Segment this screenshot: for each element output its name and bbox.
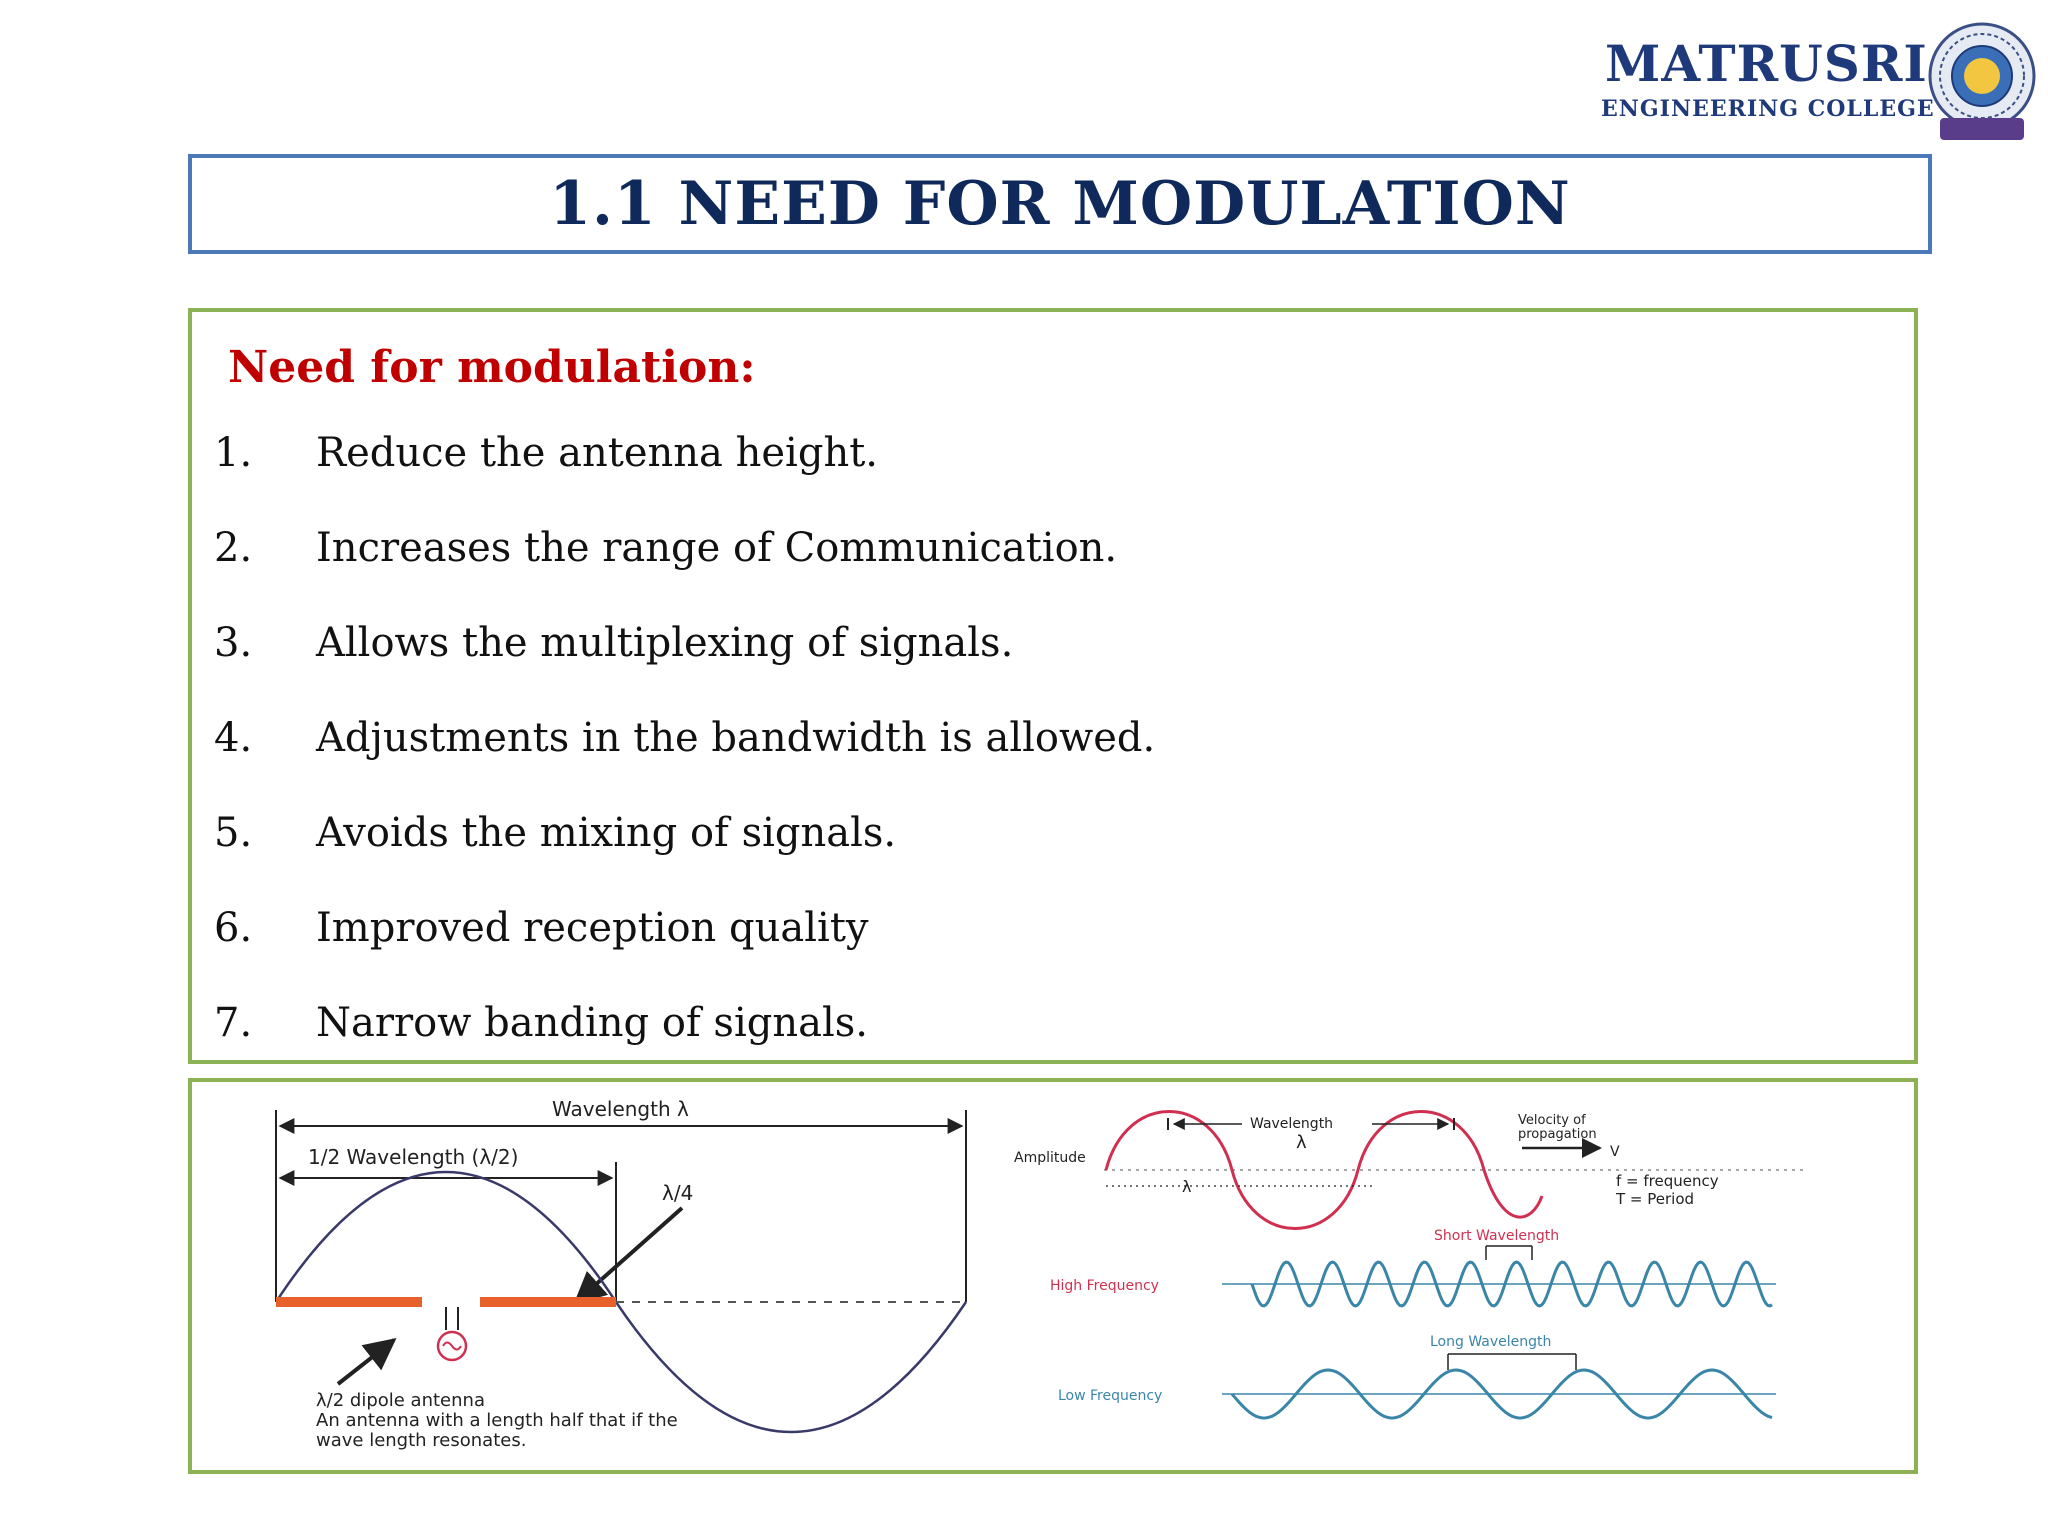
- continuation-wave-curve: [614, 1301, 968, 1434]
- high-frequency-label: High Frequency: [1050, 1278, 1159, 1294]
- dipole-caption-1: λ/2 dipole antenna: [316, 1390, 485, 1411]
- velocity-v-label: V: [1610, 1144, 1620, 1160]
- dipole-antenna-diagram: Wavelength λ 1/2 Wavelength (λ/2) λ/4 λ/…: [274, 1097, 968, 1451]
- half-wave-curve: [274, 1170, 618, 1303]
- list-item: 4. Adjustments in the bandwidth is allowe…: [214, 715, 1155, 810]
- item-number: 2.: [214, 525, 253, 571]
- college-name: MATRUSRI: [1605, 34, 1928, 93]
- red-sine-wave: [1104, 1110, 1544, 1230]
- quarter-wavelength-label: λ/4: [662, 1181, 693, 1205]
- lambda-label: λ: [1296, 1132, 1307, 1153]
- velocity-label-2: propagation: [1518, 1127, 1597, 1142]
- item-text: Allows the multiplexing of signals.: [316, 620, 1014, 666]
- high-frequency-wave: [1250, 1260, 1773, 1308]
- item-text: Narrow banding of signals.: [316, 1000, 868, 1046]
- item-number: 7.: [214, 1000, 253, 1046]
- section-heading: Need for modulation:: [228, 342, 756, 393]
- college-seal-icon: [1928, 22, 2036, 140]
- frequency-definition: f = frequency: [1616, 1172, 1719, 1190]
- item-text: Avoids the mixing of signals.: [316, 810, 897, 856]
- dipole-caption-3: wave length resonates.: [316, 1430, 526, 1451]
- figure-box: Wavelength λ 1/2 Wavelength (λ/2) λ/4 λ/…: [188, 1078, 1918, 1474]
- short-wavelength-label: Short Wavelength: [1434, 1228, 1559, 1244]
- list-item: 2. Increases the range of Communication.: [214, 525, 1155, 620]
- item-number: 4.: [214, 715, 253, 761]
- title-box: 1.1 NEED FOR MODULATION: [188, 154, 1932, 254]
- modulation-diagrams: Wavelength λ 1/2 Wavelength (λ/2) λ/4 λ/…: [274, 1097, 1806, 1451]
- antenna-element-right: [480, 1297, 616, 1307]
- item-number: 1.: [214, 430, 253, 476]
- wave-properties-diagram: Wavelength λ Amplitude λ Velocity of pro…: [1014, 1110, 1806, 1420]
- low-frequency-wave: [1230, 1368, 1773, 1420]
- low-frequency-label: Low Frequency: [1058, 1388, 1162, 1404]
- amplitude-label: Amplitude: [1014, 1150, 1086, 1166]
- velocity-label-1: Velocity of: [1518, 1113, 1586, 1128]
- lambda-label-lower: λ: [1182, 1177, 1191, 1196]
- item-text: Reduce the antenna height.: [316, 430, 878, 476]
- period-definition: T = Period: [1615, 1190, 1694, 1208]
- item-text: Increases the range of Communication.: [316, 525, 1118, 571]
- antenna-element-left: [276, 1297, 422, 1307]
- list-item: 3. Allows the multiplexing of signals.: [214, 620, 1155, 715]
- modulation-needs-list: 1. Reduce the antenna height. 2. Increases…: [214, 430, 1155, 1095]
- list-item: 6. Improved reception quality: [214, 905, 1155, 1000]
- item-number: 5.: [214, 810, 253, 856]
- college-logo: MATRUSRI ENGINEERING COLLEGE: [1595, 18, 2036, 148]
- half-wavelength-label: 1/2 Wavelength (λ/2): [308, 1145, 518, 1169]
- quarter-pointer-arrow: [573, 1206, 684, 1305]
- item-text: Improved reception quality: [316, 905, 869, 951]
- item-number: 3.: [214, 620, 253, 666]
- long-wavelength-label: Long Wavelength: [1430, 1334, 1551, 1350]
- college-subtitle: ENGINEERING COLLEGE: [1601, 96, 1935, 122]
- wavelength-label-right: Wavelength: [1250, 1116, 1333, 1132]
- list-item: 1. Reduce the antenna height.: [214, 430, 1155, 525]
- wavelength-label: Wavelength λ: [552, 1097, 689, 1121]
- dipole-pointer-arrow: [336, 1338, 397, 1386]
- content-box: Need for modulation: 1. Reduce the antenn…: [188, 308, 1918, 1064]
- page-title: 1.1 NEED FOR MODULATION: [549, 169, 1571, 239]
- list-item: 7. Narrow banding of signals.: [214, 1000, 1155, 1095]
- list-item: 5. Avoids the mixing of signals.: [214, 810, 1155, 905]
- item-number: 6.: [214, 905, 253, 951]
- item-text: Adjustments in the bandwidth is allowed.: [316, 715, 1156, 761]
- dipole-caption-2: An antenna with a length half that if th…: [316, 1410, 678, 1431]
